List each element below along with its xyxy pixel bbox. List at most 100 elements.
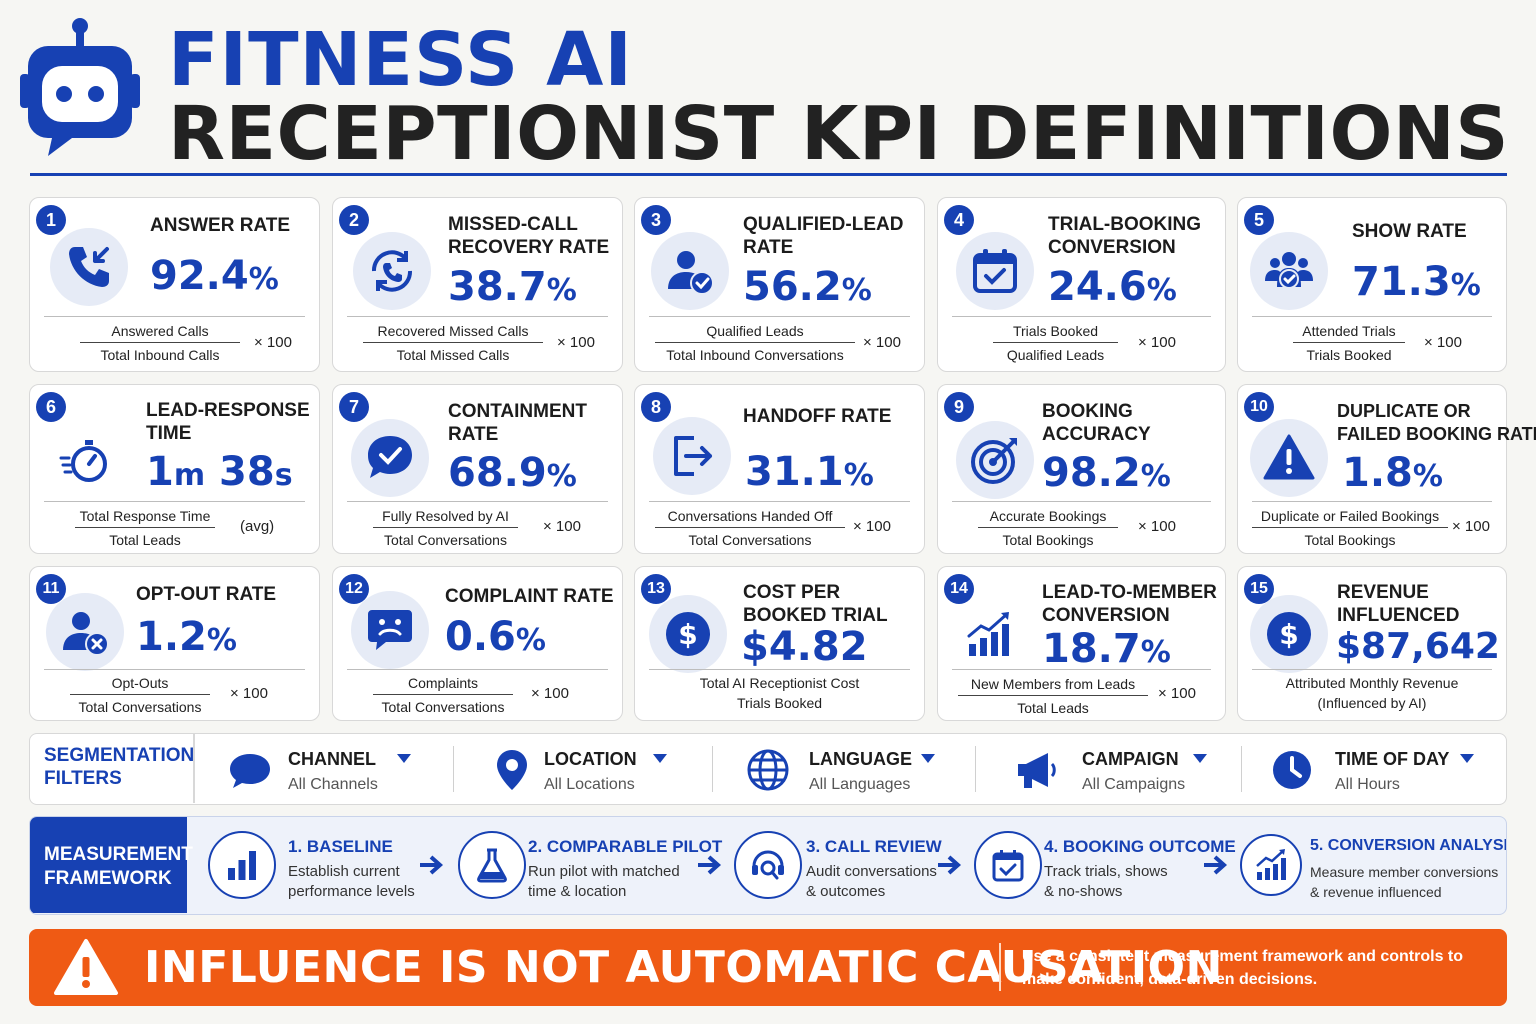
kpi-number-badge: 1	[36, 205, 66, 235]
chart-trend-icon	[1240, 834, 1302, 896]
filter-campaign[interactable]: CAMPAIGN All Campaigns	[1014, 734, 1234, 803]
kpi-formula: Attended Trials Trials Booked	[1293, 322, 1405, 364]
kpi-multiplier: × 100	[863, 334, 901, 351]
banner-title: INFLUENCE IS NOT AUTOMATIC CAUSATION	[144, 942, 1223, 993]
step-description: Track trials, shows & no-shows	[1044, 863, 1168, 900]
kpi-name: MISSED-CALL RECOVERY RATE	[448, 214, 610, 258]
card-divider	[952, 501, 1211, 502]
chevron-down-icon[interactable]	[1193, 754, 1207, 763]
kpi-name: HANDOFF RATE	[743, 406, 892, 427]
warning-triangle-icon	[1250, 419, 1328, 497]
dollar-coin-icon: $	[649, 595, 727, 673]
banner-text: Use a consistent measurement framework a…	[1022, 948, 1464, 988]
filter-value: All Languages	[809, 776, 911, 793]
kpi-name: CONTAINMENT RATE	[448, 401, 587, 445]
kpi-number-badge: 9	[944, 392, 974, 422]
step-description: Run pilot with matched time & location	[528, 863, 680, 900]
calendar-check-icon	[956, 232, 1034, 310]
kpi-value: 68.9%	[448, 450, 577, 496]
headset-search-icon	[734, 831, 802, 899]
kpi-number-badge: 8	[641, 392, 671, 422]
framework-step-booking-outcome: 4. BOOKING OUTCOME Track trials, shows & …	[974, 817, 1236, 913]
kpi-formula: Qualified Leads Total Inbound Conversatio…	[655, 322, 855, 364]
filter-language[interactable]: LANGUAGE All Languages	[746, 734, 976, 803]
kpi-name: COMPLAINT RATE	[445, 586, 614, 607]
kpi-multiplier: × 100	[543, 518, 581, 535]
svg-text:$: $	[1279, 618, 1298, 651]
kpi-formula: Conversations Handed Off Total Conversati…	[655, 507, 845, 549]
kpi-formula: Total AI Receptionist Cost Trials Booked	[699, 675, 860, 711]
kpi-formula: Duplicate or Failed Bookings Total Bookin…	[1252, 507, 1448, 549]
kpi-number-badge: 3	[641, 205, 671, 235]
card-divider	[952, 316, 1211, 317]
kpi-name: DUPLICATE OR FAILED BOOKING RATE	[1337, 401, 1536, 444]
card-divider	[1252, 316, 1492, 317]
kpi-multiplier: × 100	[1138, 334, 1176, 351]
kpi-formula: Total Response Time Total Leads	[75, 507, 215, 549]
page-title-line1: FITNESS AI	[168, 17, 633, 103]
filter-label: LANGUAGE	[809, 749, 912, 769]
kpi-card-booking-accuracy: 9 BOOKING ACCURACY 98.2% Accurate Booking…	[937, 384, 1226, 554]
kpi-name: OPT-OUT RATE	[136, 584, 277, 605]
kpi-multiplier: × 100	[1452, 518, 1490, 535]
banner-divider	[999, 943, 1001, 991]
kpi-value: 24.6%	[1048, 264, 1177, 310]
kpi-multiplier: × 100	[531, 685, 569, 702]
bar-chart-up-icon	[952, 595, 1030, 673]
group-check-icon	[1250, 232, 1328, 310]
kpi-number-badge: 14	[944, 574, 974, 604]
step-title: 5. CONVERSION ANALYSIS	[1310, 837, 1507, 854]
framework-step-call-review: 3. CALL REVIEW Audit conversations & outc…	[734, 817, 954, 913]
map-pin-icon	[497, 750, 527, 790]
kpi-multiplier: × 100	[853, 518, 891, 535]
card-divider	[347, 501, 608, 502]
chevron-down-icon[interactable]	[397, 754, 411, 763]
calendar-check-icon	[974, 831, 1042, 899]
filter-value: All Locations	[544, 776, 635, 793]
kpi-formula: Recovered Missed Calls Total Missed Calls	[363, 322, 543, 364]
kpi-name: REVENUE INFLUENCED	[1337, 582, 1460, 626]
segmentation-title: SEGMENTATION FILTERS	[44, 745, 195, 789]
kpi-multiplier: × 100	[254, 334, 292, 351]
bar-chart-icon	[208, 831, 276, 899]
chevron-down-icon[interactable]	[653, 754, 667, 763]
kpi-card-qualified-lead-rate: 3 QUALIFIED-LEAD RATE 56.2% Qualified Lea…	[634, 197, 925, 372]
kpi-number-badge: 7	[339, 392, 369, 422]
chat-check-icon	[351, 419, 429, 497]
kpi-value: $87,642	[1336, 626, 1500, 667]
stopwatch-icon	[46, 421, 124, 499]
globe-icon	[747, 749, 789, 791]
filter-channel[interactable]: CHANNEL All Channels	[228, 734, 448, 803]
flask-icon	[458, 831, 526, 899]
kpi-formula: Attributed Monthly Revenue (Influenced by…	[1285, 675, 1459, 711]
chevron-down-icon[interactable]	[921, 754, 935, 763]
step-title: 2. COMPARABLE PILOT	[528, 837, 723, 856]
kpi-card-containment-rate: 7 CONTAINMENT RATE 68.9% Fully Resolved b…	[332, 384, 623, 554]
kpi-name: LEAD-TO-MEMBER CONVERSION	[1042, 582, 1217, 626]
framework-step-baseline: 1. BASELINE Establish current performance…	[208, 817, 428, 913]
kpi-card-lead-to-member-conversion: 14 LEAD-TO-MEMBER CONVERSION 18.7% New Me…	[937, 566, 1226, 721]
arrow-right-icon	[1204, 855, 1228, 875]
measurement-framework: MEASUREMENT FRAMEWORK 1. BASELINE Establ…	[29, 816, 1507, 915]
chevron-down-icon[interactable]	[1460, 754, 1474, 763]
filter-time-of-day[interactable]: TIME OF DAY All Hours	[1270, 734, 1490, 803]
filter-value: All Campaigns	[1082, 776, 1186, 793]
phone-incoming-icon	[50, 228, 128, 306]
kpi-card-cost-per-booked-trial: 13 $ COST PER BOOKED TRIAL $4.82 Total AI…	[634, 566, 925, 721]
kpi-card-lead-response-time: 6 LEAD-RESPONSE TIME 1m 38s Total Respons…	[29, 384, 320, 554]
kpi-formula: Complaints Total Conversations	[373, 674, 513, 716]
card-divider	[649, 316, 910, 317]
kpi-number-badge: 5	[1244, 205, 1274, 235]
kpi-card-show-rate: 5 SHOW RATE 71.3% Attended Trials Trials …	[1237, 197, 1507, 372]
filter-label: CAMPAIGN	[1082, 749, 1179, 769]
filter-location[interactable]: LOCATION All Locations	[490, 734, 710, 803]
framework-step-conversion-analysis: 5. CONVERSION ANALYSIS Measure member co…	[1240, 817, 1506, 913]
kpi-multiplier: × 100	[557, 334, 595, 351]
kpi-card-opt-out-rate: 11 OPT-OUT RATE 1.2% Opt-Outs Total Conve…	[29, 566, 320, 721]
kpi-number-badge: 10	[1244, 392, 1274, 422]
filter-label: LOCATION	[544, 749, 637, 769]
header-divider	[30, 173, 1507, 176]
kpi-multiplier: × 100	[230, 685, 268, 702]
kpi-value: 71.3%	[1352, 259, 1481, 305]
kpi-formula: Opt-Outs Total Conversations	[70, 674, 210, 716]
